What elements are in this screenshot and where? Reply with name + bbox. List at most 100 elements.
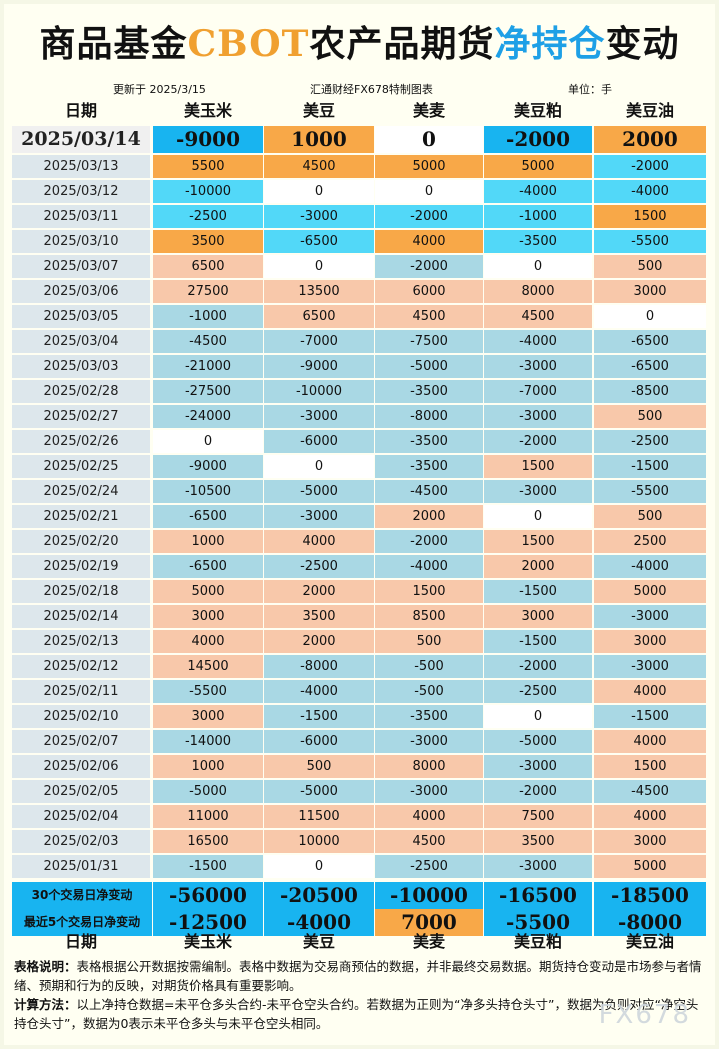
summary-value: -4000 <box>264 909 374 936</box>
value-cell: -1500 <box>153 855 263 878</box>
column-header: 美玉米 <box>183 101 232 120</box>
notes: 表格说明：表格根据公开数据按需编制。表格中数据为交易商预估的数据，并非最终交易数… <box>14 957 704 1033</box>
value-cell: 500 <box>264 755 374 778</box>
value-cell: 1500 <box>484 455 592 478</box>
value-cell: 3500 <box>153 230 263 253</box>
row-date: 2025/03/06 <box>12 280 150 303</box>
value-cell: -4500 <box>594 780 706 803</box>
row-date: 2025/02/18 <box>12 580 150 603</box>
value-cell: 0 <box>375 126 483 153</box>
value-cell: 13500 <box>264 280 374 303</box>
value-cell: -3000 <box>484 405 592 428</box>
value-cell: -2000 <box>375 255 483 278</box>
value-cell: 14500 <box>153 655 263 678</box>
value-cell: 2000 <box>484 555 592 578</box>
row-date: 2025/02/05 <box>12 780 150 803</box>
value-cell: 0 <box>484 505 592 528</box>
table-row: 2025/02/21 -6500 -3000 2000 0 500 <box>0 505 719 530</box>
value-cell: -8000 <box>375 405 483 428</box>
table-row: 2025/02/11 -5500 -4000 -500 -2500 4000 <box>0 680 719 705</box>
table-row: 2025/02/04 11000 11500 4000 7500 4000 <box>0 805 719 830</box>
value-cell: -6000 <box>264 730 374 753</box>
table-row: 2025/03/06 27500 13500 6000 8000 3000 <box>0 280 719 305</box>
value-cell: -3000 <box>264 205 374 228</box>
value-cell: -2500 <box>484 680 592 703</box>
value-cell: -5500 <box>153 680 263 703</box>
value-cell: -14000 <box>153 730 263 753</box>
table-row: 2025/02/26 0 -6000 -3500 -2000 -2500 <box>0 430 719 455</box>
summary-label: 最近5个交易日净变动 <box>12 909 152 936</box>
value-cell: 1500 <box>594 205 706 228</box>
page-title: 商品基金CBOT农产品期货净持仓变动 <box>0 18 719 70</box>
value-cell: -4000 <box>264 680 374 703</box>
value-cell: 500 <box>594 405 706 428</box>
table-row: 2025/03/11 -2500 -3000 -2000 -1000 1500 <box>0 205 719 230</box>
table-row-latest: 2025/03/14 -9000 1000 0 -2000 2000 <box>0 126 719 155</box>
row-date: 2025/02/06 <box>12 755 150 778</box>
value-cell: -2000 <box>484 655 592 678</box>
table-row: 2025/02/07 -14000 -6000 -3000 -5000 4000 <box>0 730 719 755</box>
row-date: 2025/02/13 <box>12 630 150 653</box>
value-cell: 5500 <box>153 155 263 178</box>
table-row: 2025/02/24 -10500 -5000 -4500 -3000 -5500 <box>0 480 719 505</box>
summary-value: -10000 <box>375 882 483 909</box>
value-cell: -3000 <box>484 480 592 503</box>
value-cell: 2500 <box>594 530 706 553</box>
column-header: 美麦 <box>412 101 445 120</box>
value-cell: 1000 <box>264 126 374 153</box>
value-cell: -24000 <box>153 405 263 428</box>
value-cell: -2500 <box>594 430 706 453</box>
value-cell: -4000 <box>594 555 706 578</box>
value-cell: -3500 <box>375 455 483 478</box>
value-cell: -4000 <box>484 180 592 203</box>
value-cell: -7000 <box>484 380 592 403</box>
value-cell: 2000 <box>594 126 706 153</box>
value-cell: 2000 <box>375 505 483 528</box>
value-cell: 2000 <box>264 580 374 603</box>
summary-value: -16500 <box>484 882 592 909</box>
value-cell: -2000 <box>375 530 483 553</box>
value-cell: 27500 <box>153 280 263 303</box>
value-cell: 0 <box>264 255 374 278</box>
value-cell: -9000 <box>264 355 374 378</box>
row-date: 2025/02/26 <box>12 430 150 453</box>
value-cell: 4500 <box>484 305 592 328</box>
value-cell: 5000 <box>484 155 592 178</box>
value-cell: -1500 <box>264 705 374 728</box>
table-row: 2025/03/03 -21000 -9000 -5000 -3000 -6500 <box>0 355 719 380</box>
value-cell: -2500 <box>375 855 483 878</box>
value-cell: 6500 <box>153 255 263 278</box>
value-cell: -4500 <box>153 330 263 353</box>
summary-value: -56000 <box>153 882 263 909</box>
value-cell: -4000 <box>375 555 483 578</box>
value-cell: -5000 <box>484 730 592 753</box>
row-date: 2025/02/10 <box>12 705 150 728</box>
table-row: 2025/02/14 3000 3500 8500 3000 -3000 <box>0 605 719 630</box>
row-date: 2025/03/11 <box>12 205 150 228</box>
value-cell: -9000 <box>153 455 263 478</box>
value-cell: 3000 <box>594 630 706 653</box>
column-header: 美豆油 <box>625 101 674 120</box>
value-cell: 500 <box>594 505 706 528</box>
summary-value: -12500 <box>153 909 263 936</box>
column-header: 美豆油 <box>625 932 674 951</box>
value-cell: -1000 <box>484 205 592 228</box>
value-cell: -6500 <box>264 230 374 253</box>
value-cell: -10000 <box>153 180 263 203</box>
value-cell: -500 <box>375 655 483 678</box>
title-prefix: 商品基金 <box>39 23 188 65</box>
value-cell: -6000 <box>264 430 374 453</box>
row-date: 2025/02/28 <box>12 380 150 403</box>
column-header: 美豆粕 <box>513 101 562 120</box>
value-cell: -3500 <box>375 430 483 453</box>
table-row: 2025/03/13 5500 4500 5000 5000 -2000 <box>0 155 719 180</box>
table-row: 2025/03/12 -10000 0 0 -4000 -4000 <box>0 180 719 205</box>
unit-label: 单位：手 <box>568 83 612 96</box>
value-cell: -6500 <box>153 505 263 528</box>
table-row: 2025/02/19 -6500 -2500 -4000 2000 -4000 <box>0 555 719 580</box>
value-cell: -3000 <box>484 855 592 878</box>
value-cell: 11000 <box>153 805 263 828</box>
value-cell: 4500 <box>375 305 483 328</box>
value-cell: 4000 <box>594 805 706 828</box>
value-cell: 5000 <box>153 580 263 603</box>
